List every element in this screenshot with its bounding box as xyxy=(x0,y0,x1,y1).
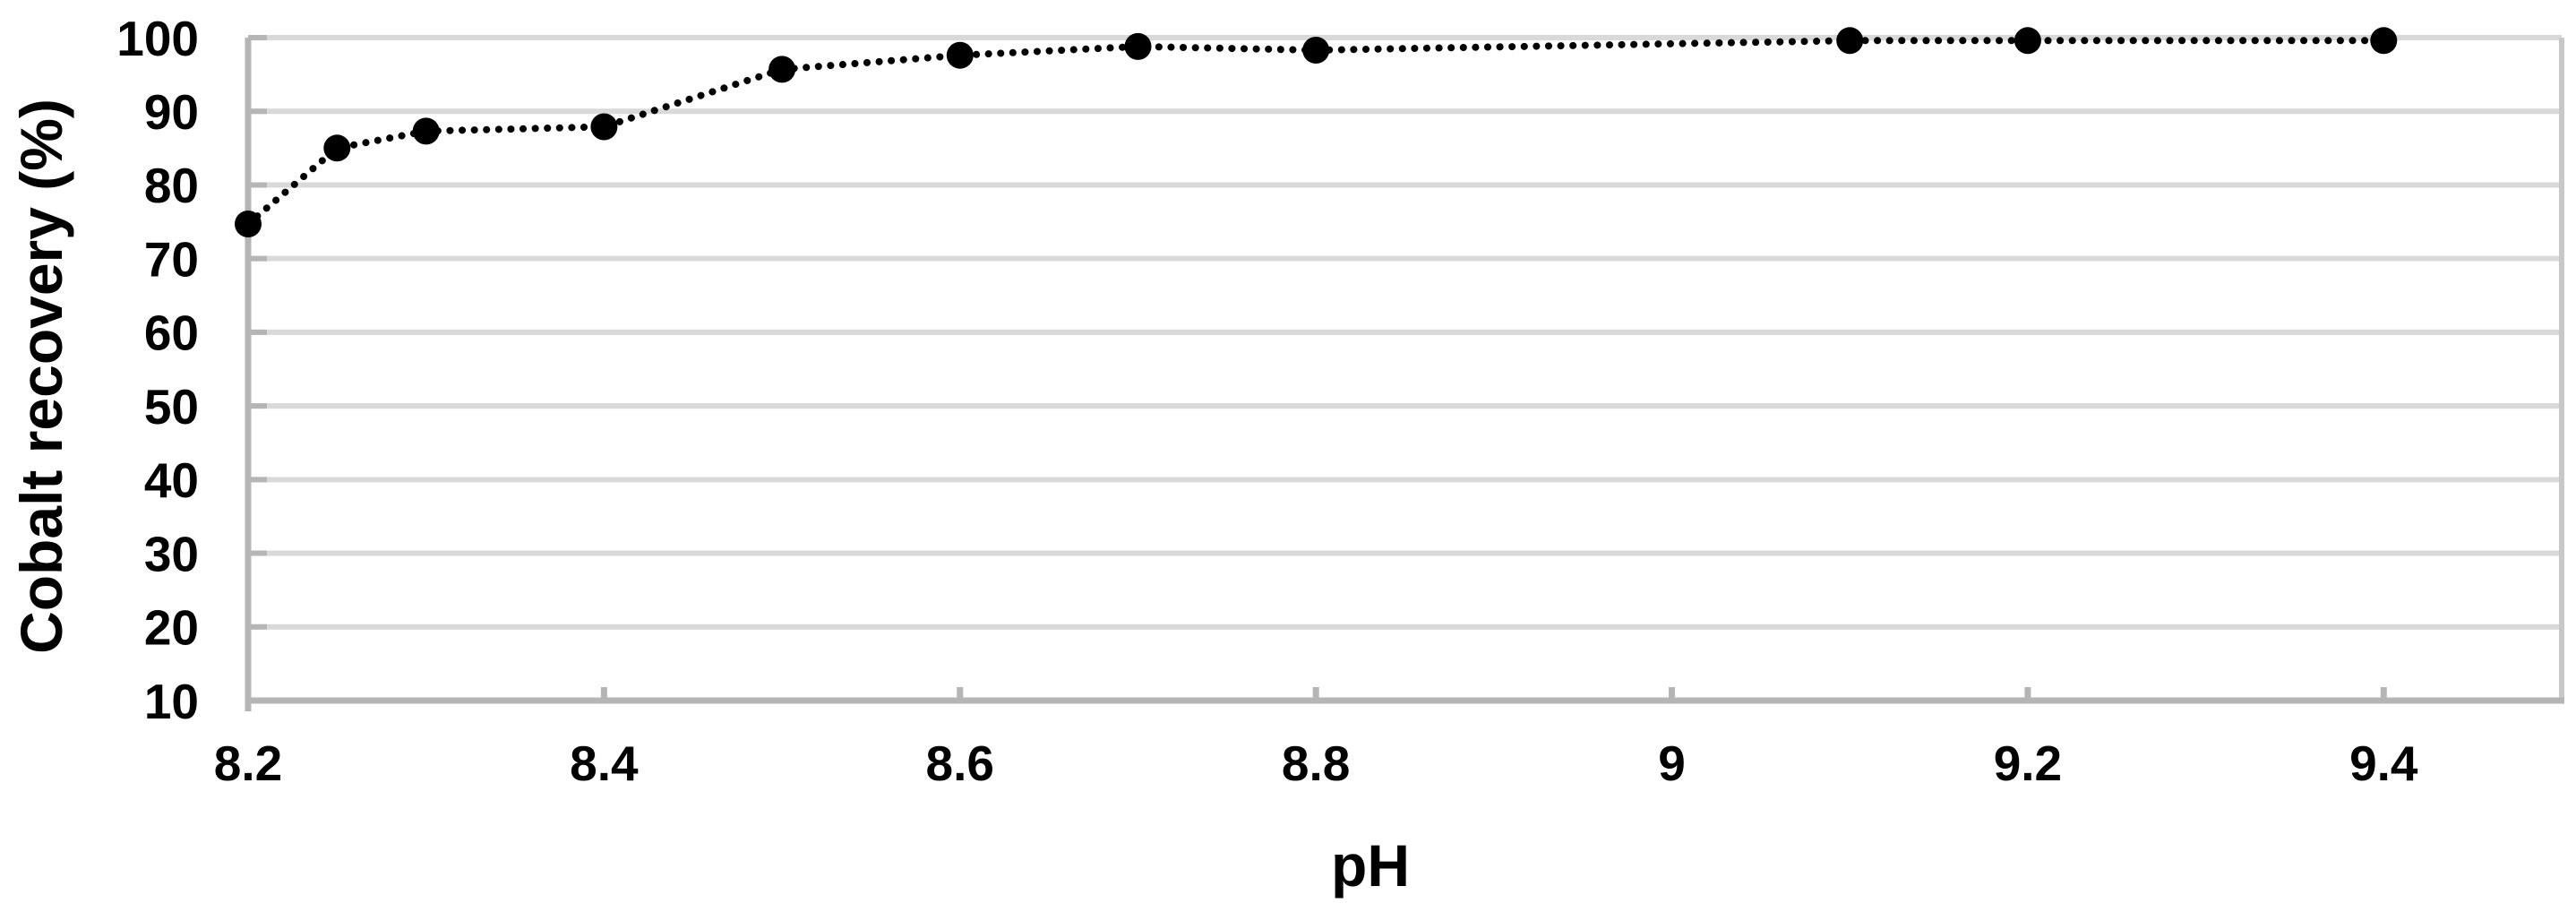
x-tick-label-8.2: 8.2 xyxy=(214,736,282,791)
x-tick-label-8.6: 8.6 xyxy=(926,736,994,791)
data-point-ph-8.3 xyxy=(412,117,440,145)
series-line-0 xyxy=(245,37,2388,228)
x-axis-title: pH xyxy=(1331,832,1410,899)
data-point-ph-8.5 xyxy=(769,56,796,83)
x-tick-label-9: 9 xyxy=(1658,736,1686,791)
y-tick-label-20: 20 xyxy=(144,600,199,656)
y-tick-label-80: 80 xyxy=(144,158,199,213)
y-tick-label-100: 100 xyxy=(116,11,199,66)
x-tick-label-9.4: 9.4 xyxy=(2349,736,2418,791)
y-tick-label-60: 60 xyxy=(144,305,199,361)
data-point-ph-8.6 xyxy=(946,41,974,69)
data-point-ph-8.2 xyxy=(235,211,262,237)
y-tick-label-70: 70 xyxy=(144,231,199,287)
y-axis-title: Cobalt recovery (%) xyxy=(8,99,74,654)
data-point-ph-8.4 xyxy=(590,113,618,141)
x-tick-label-8.4: 8.4 xyxy=(570,736,639,791)
data-point-ph-9.1 xyxy=(1836,27,1864,55)
x-tick-label-8.8: 8.8 xyxy=(1282,736,1350,791)
data-point-ph-9.2 xyxy=(2014,27,2041,55)
data-point-ph-8.7 xyxy=(1124,32,1152,60)
x-tick-label-9.2: 9.2 xyxy=(1994,736,2062,791)
data-point-ph-9.4 xyxy=(2370,27,2398,55)
y-tick-label-50: 50 xyxy=(144,379,199,434)
y-tick-label-30: 30 xyxy=(144,526,199,581)
data-point-ph-8.25 xyxy=(323,134,351,162)
y-tick-label-90: 90 xyxy=(144,84,199,140)
y-tick-label-10: 10 xyxy=(144,674,199,729)
y-tick-label-40: 40 xyxy=(144,452,199,508)
data-point-ph-8.8 xyxy=(1302,37,1330,64)
